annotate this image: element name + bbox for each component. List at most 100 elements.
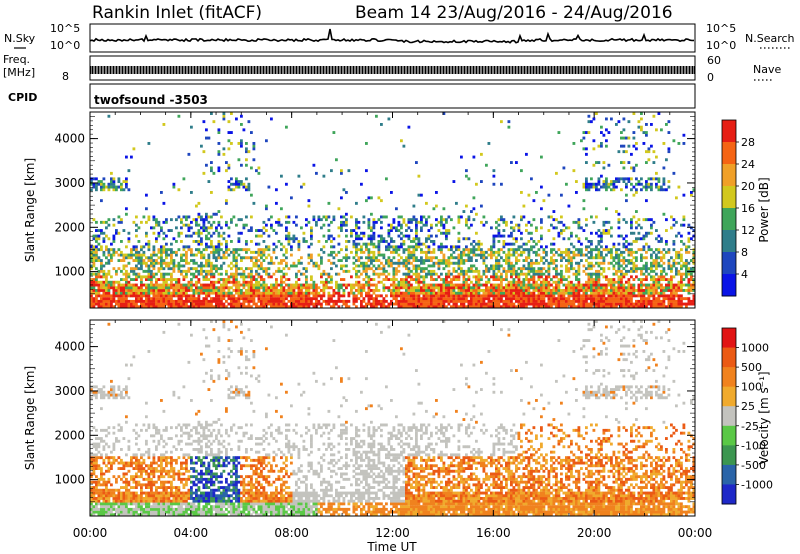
power-cell <box>445 229 448 232</box>
power-cell <box>645 234 648 238</box>
power-cell <box>177 215 181 219</box>
power-cell <box>232 264 236 268</box>
power-cell <box>560 215 563 219</box>
power-cell <box>472 299 476 303</box>
power-cell <box>205 215 208 219</box>
power-cell <box>427 299 431 303</box>
power-cell <box>415 280 418 284</box>
power-cell <box>287 267 291 271</box>
power-cell <box>407 256 411 260</box>
power-cell <box>182 269 186 273</box>
power-cell <box>230 182 233 186</box>
power-cell <box>355 231 358 235</box>
power-cell <box>140 248 143 252</box>
power-cell <box>585 267 588 271</box>
power-cell <box>205 226 208 230</box>
power-cell <box>230 299 233 303</box>
power-cell <box>542 283 546 287</box>
power-cell <box>112 223 116 227</box>
power-cell <box>100 289 103 292</box>
power-cell <box>127 169 131 173</box>
power-cell <box>367 226 371 230</box>
power-cell <box>292 294 296 298</box>
power-cell <box>625 272 628 276</box>
power-cell <box>212 280 216 284</box>
power-cell <box>430 294 433 298</box>
power-cell <box>112 283 116 287</box>
power-cell <box>92 264 96 268</box>
power-cell <box>167 305 171 309</box>
power-cell <box>410 278 413 281</box>
power-cell <box>102 237 106 241</box>
power-cell <box>430 305 433 309</box>
power-cell <box>160 261 163 265</box>
power-cell <box>257 283 261 287</box>
power-cell <box>450 283 453 287</box>
power-cell <box>90 294 93 298</box>
power-cell <box>467 305 471 309</box>
power-cell <box>345 234 348 238</box>
power-cell <box>232 283 236 287</box>
power-cell <box>275 280 278 284</box>
power-cell <box>502 218 506 222</box>
power-cell <box>602 269 606 273</box>
power-cell <box>252 294 256 298</box>
power-cell <box>240 289 243 292</box>
power-cell <box>597 253 601 257</box>
power-cell <box>202 150 206 154</box>
power-cell <box>130 269 133 273</box>
power-cell <box>635 256 638 260</box>
power-cell <box>405 259 408 262</box>
power-cell <box>327 234 331 238</box>
power-cell <box>572 283 576 287</box>
power-cell <box>587 283 591 287</box>
power-cell <box>522 294 526 298</box>
power-cell <box>597 275 601 279</box>
power-cell <box>455 302 458 306</box>
power-cell <box>550 305 553 309</box>
power-cell <box>522 259 526 262</box>
power-cell <box>602 297 606 301</box>
power-cell <box>522 302 526 306</box>
power-cell <box>275 283 278 287</box>
power-cell <box>222 117 226 121</box>
power-cell <box>362 215 366 219</box>
power-cell <box>430 278 433 281</box>
power-cell <box>367 275 371 279</box>
power-cell <box>277 294 281 298</box>
power-cell <box>415 242 418 246</box>
power-cell <box>517 245 521 249</box>
power-cell <box>492 297 496 301</box>
power-cell <box>105 294 108 298</box>
power-cell <box>510 286 513 290</box>
power-cell <box>137 226 141 230</box>
power-cell <box>242 286 246 290</box>
power-cell <box>467 256 471 260</box>
power-cell <box>380 294 383 298</box>
power-cell <box>520 294 523 298</box>
power-cell <box>240 248 243 252</box>
power-cell <box>272 294 276 298</box>
power-cell <box>225 201 228 205</box>
power-cell <box>210 305 213 309</box>
power-cell <box>195 302 198 306</box>
power-cell <box>105 286 108 290</box>
power-cell <box>277 283 281 287</box>
power-cell <box>152 302 156 306</box>
power-cell <box>185 272 188 276</box>
power-cell <box>225 283 228 287</box>
power-cell <box>567 253 571 257</box>
power-cell <box>112 267 116 271</box>
power-cell <box>477 297 481 301</box>
power-cell <box>445 220 448 224</box>
power-cell <box>550 302 553 306</box>
power-cell <box>267 299 271 303</box>
power-cell <box>512 294 516 298</box>
power-cell <box>547 267 551 271</box>
power-cell <box>160 299 163 303</box>
power-cell <box>97 305 101 309</box>
power-cell <box>590 261 593 265</box>
power-cell <box>240 294 243 298</box>
power-cell <box>562 275 566 279</box>
power-cell <box>367 302 371 306</box>
